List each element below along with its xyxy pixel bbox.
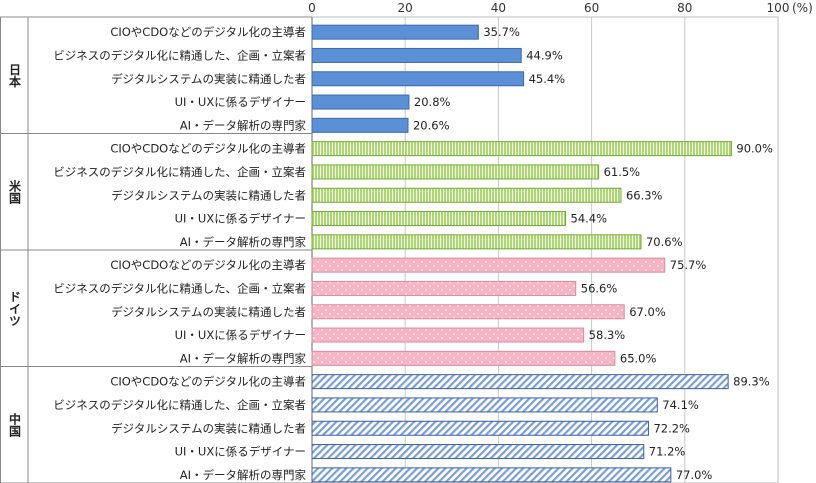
value-label: 77.0%: [676, 468, 713, 482]
group-label: ドイツ: [8, 290, 22, 326]
bar: [311, 350, 616, 366]
bar: [311, 420, 649, 436]
category-label: デジタルシステムの実装に精通した者: [111, 188, 306, 202]
value-label: 20.8%: [414, 95, 451, 109]
group-2: ドイツ CIOやCDOなどのデジタル化の主導者 75.7% ビジネスのデジタル化に精通…: [0, 249, 707, 366]
bar: [311, 141, 732, 157]
country-groups: 日本 CIOやCDOなどのデジタル化の主導者 35.7% ビジネスのデジタル化に精通し…: [0, 24, 773, 483]
bar: [311, 467, 672, 483]
group-1: 米国 CIOやCDOなどのデジタル化の主導者 90.0% ビジネスのデジタル化に精通し…: [0, 133, 773, 250]
group-0: 日本 CIOやCDOなどのデジタル化の主導者 35.7% ビジネスのデジタル化に精通し…: [8, 24, 566, 133]
bar: [311, 187, 622, 203]
value-label: 44.9%: [526, 48, 563, 62]
value-label: 70.6%: [646, 235, 683, 249]
x-tick-label: 80: [677, 1, 692, 15]
category-label: AI・データ解析の専門家: [180, 351, 307, 365]
gridlines: [404, 17, 779, 483]
bar: [311, 164, 600, 180]
x-tick-label: 20: [398, 1, 413, 15]
plot-border: [311, 16, 779, 483]
category-label: AI・データ解析の専門家: [180, 468, 307, 482]
value-label: 35.7%: [483, 25, 520, 39]
category-label: ビジネスのデジタル化に精通した、企画・立案者: [53, 398, 306, 412]
bar: [311, 280, 577, 296]
value-label: 56.6%: [581, 281, 618, 295]
value-label: 89.3%: [733, 375, 770, 389]
bar: [311, 444, 645, 460]
bar: [311, 257, 666, 273]
x-axis-unit: (%): [792, 1, 813, 15]
category-label: UI・UXに係るデザイナー: [175, 95, 306, 109]
category-label: ビジネスのデジタル化に精通した、企画・立案者: [53, 165, 306, 179]
value-label: 65.0%: [620, 351, 657, 365]
category-label: ビジネスのデジタル化に精通した、企画・立案者: [53, 281, 306, 295]
bar: [311, 327, 585, 343]
x-tick-label: 0: [308, 1, 316, 15]
value-label: 74.1%: [662, 398, 699, 412]
category-label: デジタルシステムの実装に精通した者: [111, 421, 306, 435]
value-label: 58.3%: [589, 328, 626, 342]
category-label: CIOやCDOなどのデジタル化の主導者: [110, 142, 306, 156]
category-label: ビジネスのデジタル化に精通した、企画・立案者: [53, 48, 306, 62]
value-label: 20.6%: [413, 118, 450, 132]
category-label: CIOやCDOなどのデジタル化の主導者: [110, 375, 306, 389]
value-label: 72.2%: [653, 421, 690, 435]
bar: [311, 374, 729, 390]
category-label: AI・データ解析の専門家: [180, 235, 307, 249]
value-label: 45.4%: [529, 72, 566, 86]
bar: [311, 94, 410, 110]
bar: [311, 47, 522, 63]
bar: [311, 71, 525, 87]
bar: [311, 234, 642, 250]
category-label: UI・UXに係るデザイナー: [175, 328, 306, 342]
value-label: 67.0%: [629, 305, 666, 319]
group-3: 中国 CIOやCDOなどのデジタル化の主導者 89.3% ビジネスのデジタル化に精通し…: [0, 366, 770, 483]
bar: [311, 397, 658, 413]
group-label: 日本: [8, 63, 22, 88]
bar: [311, 117, 409, 133]
group-label: 米国: [8, 178, 22, 204]
category-label: UI・UXに係るデザイナー: [175, 445, 306, 459]
value-label: 61.5%: [604, 165, 641, 179]
value-label: 90.0%: [736, 142, 773, 156]
category-label: UI・UXに係るデザイナー: [175, 212, 306, 226]
value-label: 75.7%: [670, 258, 707, 272]
category-label: デジタルシステムの実装に精通した者: [111, 72, 306, 86]
bar: [311, 304, 625, 320]
bar: [311, 24, 479, 40]
value-label: 66.3%: [626, 188, 663, 202]
x-tick-label: 40: [491, 1, 506, 15]
x-axis: 0 20 40 60 80 100 (%): [308, 1, 813, 15]
group-label: 中国: [8, 411, 22, 437]
category-label: AI・データ解析の専門家: [180, 118, 307, 132]
category-label: CIOやCDOなどのデジタル化の主導者: [110, 25, 306, 39]
bar: [311, 211, 567, 227]
value-label: 71.2%: [649, 445, 686, 459]
x-tick-label: 60: [584, 1, 599, 15]
value-label: 54.4%: [571, 212, 608, 226]
x-tick-label: 100: [767, 1, 790, 15]
category-label: CIOやCDOなどのデジタル化の主導者: [110, 258, 306, 272]
category-label: デジタルシステムの実装に精通した者: [111, 305, 306, 319]
